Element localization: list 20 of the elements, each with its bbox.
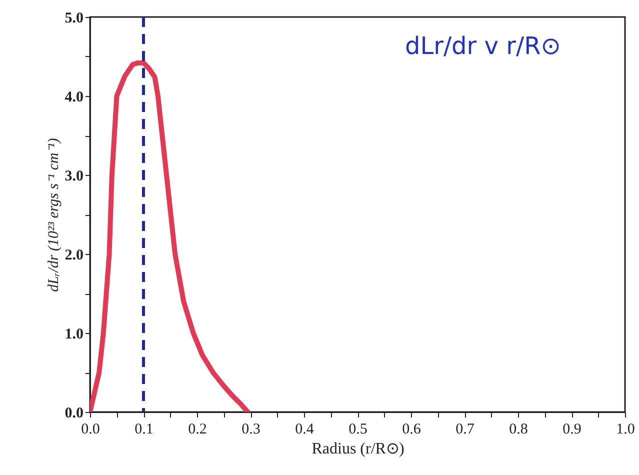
x-tick-label: 1.0 — [616, 422, 635, 438]
x-tick-label: 0.0 — [81, 422, 100, 438]
x-tick-label: 0.7 — [456, 422, 475, 438]
x-tick-label: 0.8 — [509, 422, 528, 438]
x-tick-label: 0.3 — [242, 422, 260, 438]
y-tick-label: 4.0 — [64, 90, 84, 106]
x-tick-label: 0.9 — [562, 422, 582, 438]
y-axis-title: dLᵣ/dr (10²³ ergs s⁻¹ cm⁻¹) — [46, 138, 62, 292]
x-tick-label: 0.1 — [134, 422, 154, 438]
x-axis-title: Radius (r/R⊙) — [312, 440, 404, 458]
y-tick-label: 1.0 — [64, 326, 84, 342]
y-tick-label: 2.0 — [64, 248, 84, 264]
y-tick-label: 5.0 — [64, 10, 84, 26]
y-tick-label: 3.0 — [64, 168, 84, 184]
y-tick-label: 0.0 — [64, 406, 84, 422]
x-tick-label: 0.5 — [348, 422, 368, 438]
x-tick-label: 0.2 — [188, 422, 207, 438]
annotation: dLr/dr v r/R⊙ — [405, 32, 561, 60]
x-tick-label: 0.4 — [295, 422, 314, 438]
x-tick-label: 0.6 — [402, 422, 422, 438]
